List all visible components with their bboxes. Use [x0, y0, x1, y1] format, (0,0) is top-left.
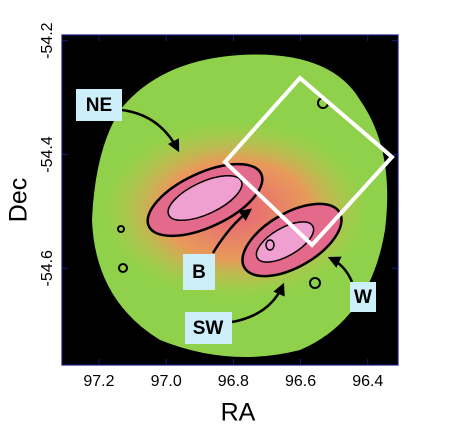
arrows [121, 108, 354, 324]
plot-frame [61, 34, 399, 366]
annotation-box [350, 282, 376, 312]
y-tick-label: -54.2 [39, 22, 56, 59]
annotation-box [185, 312, 232, 344]
sky-image [62, 35, 398, 365]
annotation: B [192, 262, 206, 283]
annotation-box [76, 89, 122, 121]
annotation: W [354, 287, 372, 308]
x-tick-label: 97.0 [151, 373, 182, 390]
x-axis-title: RA [221, 399, 256, 427]
x-tick-label: 96.6 [285, 373, 316, 390]
annotation-box [183, 254, 215, 290]
annotation: NE [86, 95, 112, 116]
x-tick-label: 97.2 [83, 373, 114, 390]
y-axis-title: Dec [5, 178, 33, 222]
annotation: SW [193, 318, 224, 339]
y-tick-label: -54.4 [39, 136, 56, 173]
y-tick-label: -54.6 [39, 250, 56, 287]
x-tick-label: 96.8 [218, 373, 249, 390]
x-tick-label: 96.4 [352, 373, 383, 390]
